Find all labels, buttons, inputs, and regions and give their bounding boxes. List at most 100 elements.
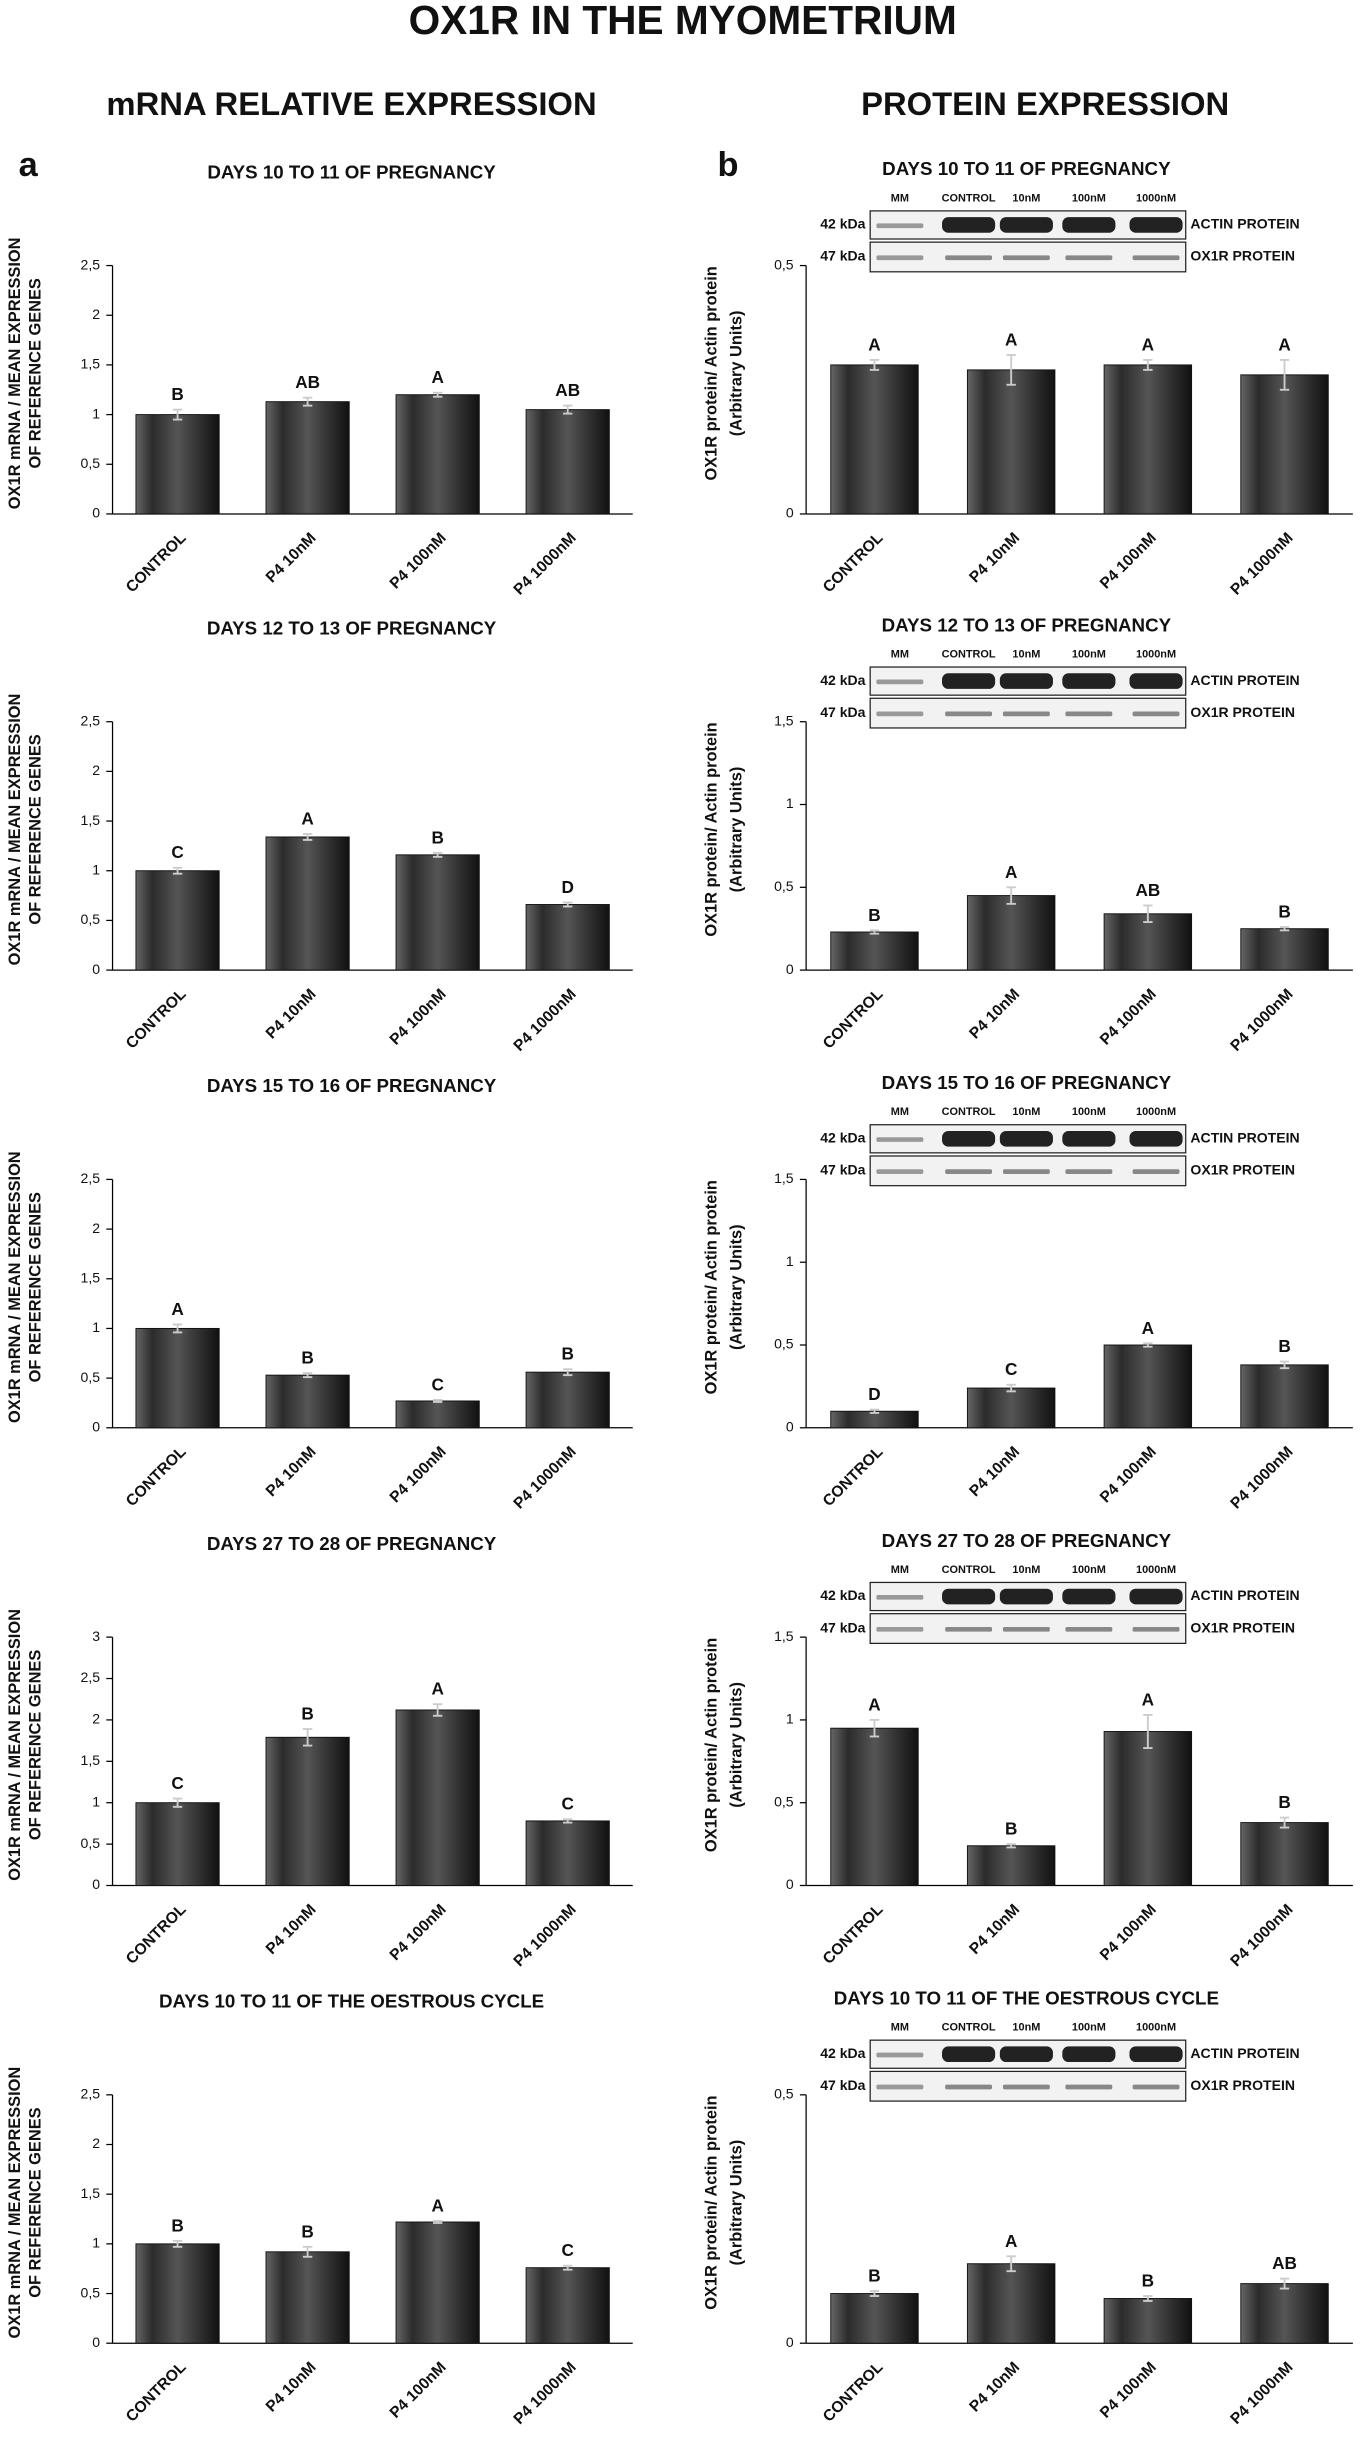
band bbox=[876, 1137, 924, 1142]
x-tick-label: CONTROL bbox=[123, 2358, 190, 2425]
size-label: 47 kDa bbox=[820, 248, 865, 264]
y-tick-label: 2 bbox=[92, 2135, 100, 2151]
x-tick-label: CONTROL bbox=[123, 985, 190, 1052]
x-tick-label: P4 1000nM bbox=[1227, 1901, 1296, 1970]
significance-letter: B bbox=[868, 905, 880, 925]
x-tick-label: P4 100nM bbox=[387, 986, 450, 1049]
protein-label: ACTIN PROTEIN bbox=[1190, 216, 1299, 232]
x-tick-label: P4 100nM bbox=[1097, 1901, 1160, 1964]
lane-label: 100nM bbox=[1072, 1106, 1106, 1118]
band bbox=[1062, 2046, 1116, 2063]
size-label: 47 kDa bbox=[820, 2077, 865, 2093]
bar bbox=[830, 364, 919, 515]
protein-label: OX1R PROTEIN bbox=[1190, 1619, 1295, 1635]
significance-letter: C bbox=[171, 1773, 183, 1793]
band bbox=[1129, 217, 1183, 233]
lane-label: 10nM bbox=[1012, 192, 1040, 204]
x-tick-label: P4 100nM bbox=[387, 530, 450, 593]
bar bbox=[966, 895, 1056, 971]
significance-letter: A bbox=[431, 2195, 443, 2215]
y-tick-label: 0 bbox=[92, 505, 100, 521]
size-label: 42 kDa bbox=[820, 1587, 865, 1603]
lane-label: 1000nM bbox=[1136, 192, 1176, 204]
bar bbox=[966, 2263, 1056, 2344]
bar bbox=[265, 401, 350, 515]
y-axis-label: OF REFERENCE GENES bbox=[26, 278, 44, 468]
y-tick-label: 1,5 bbox=[81, 356, 101, 372]
significance-letter: D bbox=[562, 877, 574, 897]
size-label: 47 kDa bbox=[820, 1162, 865, 1178]
lane-label: MM bbox=[891, 648, 909, 660]
lane-label: 100nM bbox=[1072, 192, 1106, 204]
y-tick-label: 0,5 bbox=[774, 1336, 794, 1352]
y-tick-label: 2,5 bbox=[81, 712, 101, 728]
y-axis-label: (Arbitrary Units) bbox=[728, 767, 746, 893]
significance-letter: AB bbox=[1135, 880, 1160, 900]
lane-label: MM bbox=[891, 192, 909, 204]
bar bbox=[395, 2221, 480, 2344]
band bbox=[1132, 2084, 1180, 2090]
lane-label: 1000nM bbox=[1136, 648, 1176, 660]
y-tick-label: 0,5 bbox=[774, 1793, 794, 1809]
y-tick-label: 2 bbox=[92, 762, 100, 778]
bar bbox=[1240, 1364, 1329, 1429]
y-tick-label: 1,5 bbox=[81, 812, 101, 828]
y-axis-label: OX1R protein/ Actin protein bbox=[703, 1180, 721, 1394]
significance-letter: B bbox=[171, 384, 183, 404]
x-tick-label: P4 1000nM bbox=[1227, 2359, 1296, 2428]
band bbox=[942, 1588, 996, 1605]
y-tick-label: 0 bbox=[786, 1419, 794, 1435]
bar bbox=[1103, 364, 1193, 515]
band bbox=[1132, 711, 1180, 717]
band bbox=[999, 1588, 1053, 1605]
lane-label: CONTROL bbox=[942, 2022, 996, 2034]
x-tick-label: P4 10nM bbox=[966, 530, 1023, 587]
lane-label: MM bbox=[891, 1564, 909, 1576]
bar bbox=[395, 1709, 480, 1886]
y-tick-label: 2 bbox=[92, 306, 100, 322]
lane-label: 10nM bbox=[1012, 648, 1040, 660]
y-tick-label: 2,5 bbox=[81, 256, 101, 272]
significance-letter: A bbox=[1005, 329, 1017, 349]
band bbox=[876, 679, 924, 685]
significance-letter: A bbox=[1278, 334, 1290, 354]
y-tick-label: 1 bbox=[92, 405, 100, 421]
y-tick-label: 1 bbox=[92, 1793, 100, 1809]
y-tick-label: 1,5 bbox=[81, 2185, 101, 2201]
chart-title: DAYS 10 TO 11 OF PREGNANCY bbox=[207, 161, 496, 182]
lane-label: MM bbox=[891, 2022, 909, 2034]
x-tick-label: P4 10nM bbox=[263, 2359, 320, 2416]
chart-title: DAYS 15 TO 16 OF PREGNANCY bbox=[882, 1072, 1172, 1093]
significance-letter: C bbox=[1005, 1359, 1017, 1379]
panel-letter: b bbox=[718, 146, 739, 184]
significance-letter: B bbox=[301, 2221, 313, 2241]
bar bbox=[265, 2251, 350, 2344]
y-axis-label: OF REFERENCE GENES bbox=[26, 734, 44, 924]
protein-label: ACTIN PROTEIN bbox=[1190, 1130, 1299, 1146]
significance-letter: A bbox=[1005, 2231, 1017, 2251]
y-axis-label: OX1R mRNA / MEAN EXPRESSION bbox=[6, 1151, 24, 1423]
significance-letter: C bbox=[562, 2240, 574, 2260]
bar bbox=[1240, 374, 1329, 515]
significance-letter: B bbox=[868, 2266, 880, 2286]
band bbox=[876, 1626, 924, 1632]
y-tick-label: 3 bbox=[92, 1628, 100, 1644]
lane-label: CONTROL bbox=[942, 648, 996, 660]
band bbox=[942, 673, 996, 689]
band bbox=[1129, 1588, 1183, 1605]
lane-label: CONTROL bbox=[942, 1564, 996, 1576]
y-axis-label: OX1R mRNA / MEAN EXPRESSION bbox=[6, 694, 24, 966]
bar bbox=[265, 1736, 350, 1886]
lane-label: 100nM bbox=[1072, 648, 1106, 660]
significance-letter: AB bbox=[1272, 2253, 1297, 2273]
x-tick-label: P4 10nM bbox=[966, 2359, 1023, 2416]
bar bbox=[135, 1327, 220, 1429]
bar bbox=[525, 904, 610, 971]
bar bbox=[1103, 1731, 1193, 1886]
band bbox=[876, 2052, 924, 2058]
significance-letter: C bbox=[562, 1794, 574, 1814]
bar bbox=[1240, 928, 1329, 971]
y-tick-label: 1,5 bbox=[774, 1170, 794, 1186]
x-tick-label: CONTROL bbox=[820, 1443, 887, 1510]
